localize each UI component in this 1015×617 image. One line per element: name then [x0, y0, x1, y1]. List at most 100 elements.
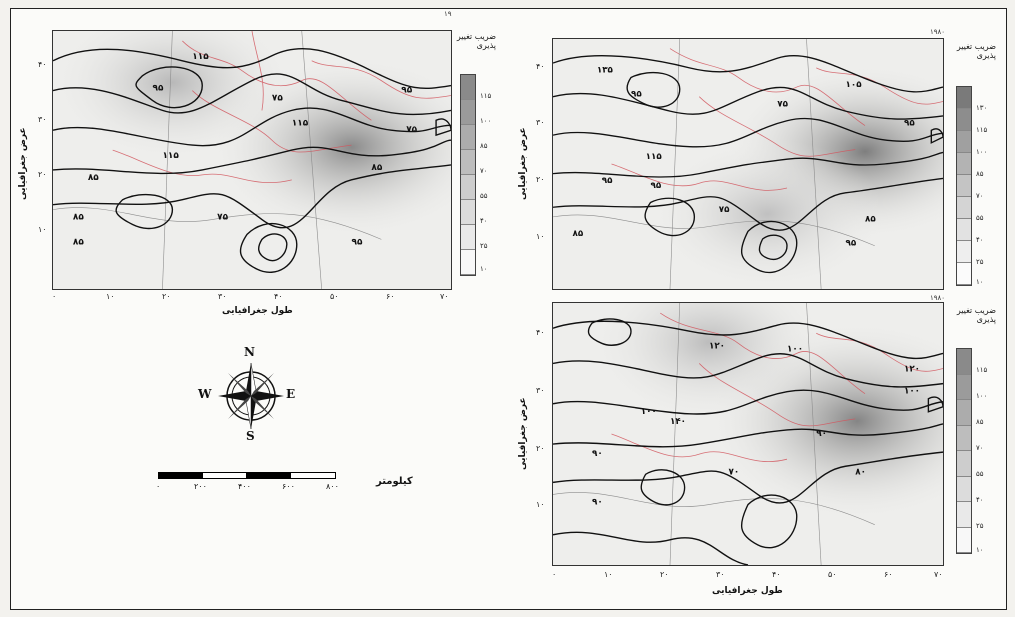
- legend-colorbar: [460, 74, 476, 276]
- svg-text:۱۴۰: ۱۴۰: [670, 417, 686, 427]
- contour-map-3: ۱۲۰ ۱۰۰ ۱۴۰ ۱۲۰ ۱۰۰ ۹۰ ۹۰ ۸۰ ۹۰ ۷۰ ۱۰۰: [552, 302, 944, 566]
- scale-number: ۶۰۰: [282, 482, 295, 491]
- y-tick: ۴۰: [536, 62, 545, 71]
- x-tick: ۳۰: [218, 292, 227, 301]
- contour-map-1: ۱۱۵ ۹۵ ۷۵ ۱۱۵ ۸۵ ۹۵ ۷۵ ۸۵ ۸۵ ۹۵ ۱۱۵ ۸۵ ۷…: [52, 30, 452, 290]
- compass-icon: [218, 362, 284, 430]
- contour-label: ۱۲۰: [709, 341, 725, 351]
- svg-text:۹۵: ۹۵: [352, 237, 363, 247]
- contour-label: ۱۴۰: [670, 417, 686, 427]
- svg-text:۹۵: ۹۵: [631, 90, 642, 100]
- x-tick: ۲۰: [660, 570, 669, 579]
- compass-east-label: E: [286, 387, 296, 401]
- svg-text:۹۵: ۹۵: [602, 176, 613, 186]
- legend-3: ضریب تغییر پذیری: [948, 306, 996, 324]
- contour-label: ۸۰: [855, 467, 866, 477]
- compass-west-label: W: [198, 387, 212, 401]
- contour-label: ۱۳۵: [597, 66, 614, 76]
- x-axis-label: طول جغرافیایی: [712, 586, 783, 596]
- x-tick: ۳۰: [716, 570, 725, 579]
- y-tick: ۳۰: [38, 115, 47, 124]
- contour-label: ۸۵: [88, 173, 99, 183]
- contour-label: ۱۱۵: [162, 151, 179, 161]
- contour-label: ۹۵: [602, 176, 613, 186]
- x-tick: ۵۰: [330, 292, 339, 301]
- scale-number: ۸۰۰: [326, 482, 339, 491]
- x-tick: ۵۰: [828, 570, 837, 579]
- contour-label: ۱۰۰: [787, 344, 803, 354]
- legend-value: ۷۰: [976, 444, 984, 452]
- svg-text:۱۰۰: ۱۰۰: [641, 407, 657, 417]
- svg-text:۹۵: ۹۵: [904, 119, 915, 129]
- svg-text:۹۵: ۹۵: [153, 84, 164, 94]
- svg-text:۸۵: ۸۵: [73, 213, 84, 223]
- y-tick: ۲۰: [536, 444, 545, 453]
- x-tick: ۴۰: [772, 570, 781, 579]
- contour-label: ۹۵: [352, 237, 363, 247]
- svg-text:۸۰: ۸۰: [855, 467, 866, 477]
- contour-label: ۷۵: [777, 99, 788, 109]
- contour-label: ۸۵: [865, 215, 876, 225]
- x-tick: ۱۰: [106, 292, 115, 301]
- compass-rose: N S E W: [196, 345, 306, 445]
- contour-label: ۹۰: [816, 429, 827, 439]
- contour-label: ۷۵: [272, 93, 283, 103]
- legend-value: ۲۵: [976, 258, 984, 266]
- contour-label: ۹۵: [904, 119, 915, 129]
- legend-value: ۵۵: [976, 470, 984, 478]
- legend-1: ضریب تغییر پذیری: [452, 32, 496, 50]
- y-tick: ۳۰: [536, 118, 545, 127]
- legend-title: ضریب تغییر پذیری: [456, 32, 496, 50]
- compass-north-label: N: [244, 345, 255, 359]
- contour-label: ۱۱۵: [646, 152, 663, 162]
- svg-text:۱۱۵: ۱۱۵: [646, 152, 663, 162]
- y-tick: ۲۰: [536, 175, 545, 184]
- svg-text:۷۵: ۷۵: [217, 213, 228, 223]
- scale-unit-label: کیلومتر: [376, 476, 413, 487]
- x-tick: ۲۰: [162, 292, 171, 301]
- svg-text:۹۰: ۹۰: [592, 449, 603, 459]
- legend-value: ۲۵: [976, 522, 984, 530]
- contour-label: ۹۰: [592, 449, 603, 459]
- svg-text:۱۱۵: ۱۱۵: [162, 151, 179, 161]
- svg-text:۱۰۰: ۱۰۰: [904, 387, 920, 397]
- y-tick: ۲۰: [38, 170, 47, 179]
- panel-corner-label: ۱۹۸۰: [930, 28, 946, 36]
- svg-text:۸۵: ۸۵: [73, 237, 84, 247]
- legend-value: ۲۵: [480, 242, 488, 250]
- legend-2: ضریب تغییر پذیری: [948, 42, 996, 60]
- y-tick: ۱۰: [38, 225, 47, 234]
- legend-value: ۱۱۵: [976, 126, 988, 134]
- contour-label: ۱۱۵: [192, 52, 209, 62]
- scale-number: ۲۰۰: [194, 482, 207, 491]
- legend-value: ۸۵: [976, 170, 984, 178]
- svg-text:۷۵: ۷۵: [406, 125, 417, 135]
- contour-label: ۱۲۰: [904, 364, 920, 374]
- y-axis-label: عرض جغرافیایی: [518, 397, 528, 470]
- contour-label: ۷۵: [406, 125, 417, 135]
- contour-label: ۱۱۵: [292, 118, 309, 128]
- contour-label: ۹۵: [846, 239, 857, 249]
- y-axis-label: عرض جغرافیایی: [518, 127, 528, 200]
- contour-label: ۸۵: [73, 237, 84, 247]
- svg-text:۸۵: ۸۵: [88, 173, 99, 183]
- y-tick: ۴۰: [536, 328, 545, 337]
- legend-value: ۱۰: [976, 278, 984, 286]
- svg-text:۹۵: ۹۵: [401, 86, 412, 96]
- legend-colorbar: [956, 86, 972, 286]
- svg-text:۸۵: ۸۵: [865, 215, 876, 225]
- svg-text:۷۰: ۷۰: [729, 467, 740, 477]
- contour-label: ۹۰: [592, 497, 603, 507]
- legend-value: ۱۱۵: [480, 92, 492, 100]
- contour-label: ۸۵: [371, 163, 382, 173]
- contour-label: ۹۵: [631, 90, 642, 100]
- svg-text:۹۵: ۹۵: [846, 239, 857, 249]
- legend-value: ۴۰: [976, 496, 984, 504]
- legend-value: ۷۰: [480, 167, 488, 175]
- compass-south-label: S: [246, 429, 255, 443]
- y-tick: ۴۰: [38, 60, 47, 69]
- svg-text:۹۰: ۹۰: [592, 497, 603, 507]
- x-tick: ۰: [552, 570, 557, 579]
- legend-value: ۱۰: [976, 546, 984, 554]
- contour-label: ۱۰۵: [846, 80, 863, 90]
